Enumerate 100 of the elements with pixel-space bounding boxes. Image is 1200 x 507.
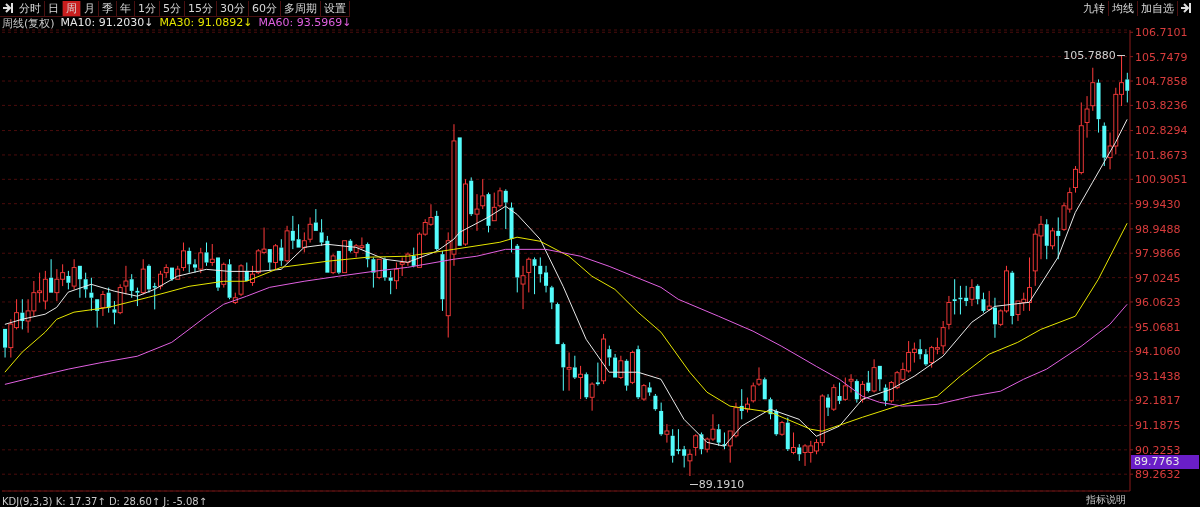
line-series bbox=[4, 222, 1128, 432]
candlestick bbox=[969, 278, 975, 307]
candlestick bbox=[848, 373, 854, 393]
y-tick-label: 103.8236 bbox=[1135, 99, 1188, 113]
candlestick bbox=[877, 365, 882, 392]
text: 月 bbox=[81, 0, 99, 16]
candlestick bbox=[77, 265, 82, 299]
candlestick bbox=[854, 378, 859, 404]
candlestick bbox=[584, 371, 589, 400]
candlestick bbox=[284, 225, 290, 264]
candlestick bbox=[100, 290, 106, 317]
candlestick bbox=[578, 365, 584, 400]
candlestick bbox=[497, 187, 503, 209]
y-tick-label: 99.9430 bbox=[1135, 197, 1181, 211]
candlestick bbox=[89, 277, 94, 312]
candlestick bbox=[682, 445, 687, 468]
candlestick bbox=[313, 208, 318, 231]
text: 日 bbox=[45, 0, 63, 16]
candlestick bbox=[1090, 67, 1096, 112]
candlestick bbox=[595, 362, 600, 387]
candlestick bbox=[779, 420, 785, 437]
candlestick bbox=[307, 216, 313, 244]
candlestick bbox=[209, 243, 215, 267]
candlestick bbox=[613, 353, 618, 378]
candlestick bbox=[618, 355, 624, 380]
candlestick bbox=[1044, 218, 1049, 260]
candlestick bbox=[975, 283, 980, 305]
candlestick bbox=[520, 265, 526, 310]
text: 60分 bbox=[249, 0, 281, 16]
candlestick bbox=[474, 193, 480, 232]
text: 多周期 bbox=[281, 0, 321, 16]
candlestick bbox=[290, 215, 295, 250]
y-tick-label: 106.7101 bbox=[1135, 26, 1188, 40]
candlestick bbox=[515, 243, 520, 293]
candlestick bbox=[664, 423, 670, 444]
candlestick bbox=[653, 393, 658, 412]
line-series bbox=[4, 248, 1128, 407]
candlestick bbox=[624, 358, 629, 392]
candlestick bbox=[279, 238, 284, 267]
candlestick bbox=[146, 263, 151, 294]
text: 30分 bbox=[217, 0, 249, 16]
candlestick bbox=[152, 282, 157, 310]
text: MA30: 91.0892↓ bbox=[159, 16, 253, 31]
candlestick bbox=[342, 240, 348, 274]
y-tick-label: 101.8673 bbox=[1135, 148, 1188, 162]
candlestick bbox=[123, 265, 129, 295]
candlestick bbox=[187, 247, 192, 274]
y-tick-label: 96.0623 bbox=[1135, 295, 1181, 309]
candlestick bbox=[1056, 216, 1061, 260]
candlestick bbox=[797, 443, 802, 462]
text: KDJ(9,3,3) K: 17.37↑ D: 28.60↑ J: -5.08↑ bbox=[2, 496, 208, 507]
candlestick bbox=[1096, 78, 1101, 134]
candlestick bbox=[756, 366, 762, 387]
y-tick-label: 97.9866 bbox=[1135, 247, 1181, 261]
y-tick-label: 100.9051 bbox=[1135, 173, 1188, 187]
candlestick bbox=[964, 285, 969, 307]
candlestick bbox=[503, 188, 508, 230]
candlestick bbox=[923, 348, 928, 367]
candlestick bbox=[837, 382, 842, 405]
candlestick bbox=[296, 223, 301, 248]
text: 加自选 bbox=[1138, 0, 1178, 16]
text: 指标说明 bbox=[1086, 493, 1126, 507]
candlestick bbox=[491, 192, 497, 222]
y-tick-label: 105.7479 bbox=[1135, 50, 1188, 64]
candlestick bbox=[566, 351, 572, 392]
candlestick bbox=[3, 328, 8, 359]
candlestick bbox=[826, 393, 831, 417]
y-tick-label: 104.7858 bbox=[1135, 74, 1188, 88]
candlestick bbox=[532, 256, 537, 295]
candlestick bbox=[687, 448, 693, 477]
candlestick bbox=[469, 176, 474, 217]
y-tick-label: 102.8294 bbox=[1135, 124, 1188, 138]
text: 设置 bbox=[321, 0, 350, 16]
text: MA10: 91.2030↓ bbox=[60, 16, 154, 31]
y-tick-label: 89.2632 bbox=[1135, 468, 1181, 482]
text: 九转 bbox=[1080, 0, 1109, 16]
text: 89.7763 bbox=[1131, 455, 1199, 470]
y-tick-label: 90.2253 bbox=[1135, 443, 1181, 457]
candlestick bbox=[1010, 270, 1015, 325]
candlestick bbox=[192, 258, 197, 274]
candlestick bbox=[659, 402, 664, 437]
y-tick-label: 92.1817 bbox=[1135, 394, 1181, 408]
y-tick-label: 91.1875 bbox=[1135, 419, 1181, 433]
text: 5分 bbox=[160, 0, 185, 16]
annotation: 105.7880 bbox=[1063, 48, 1117, 62]
candlestick bbox=[952, 278, 957, 315]
line-series bbox=[4, 118, 1128, 447]
candlestick bbox=[526, 256, 532, 293]
candlestick bbox=[49, 258, 54, 293]
text: 1分 bbox=[135, 0, 160, 16]
candlestick bbox=[918, 338, 923, 360]
candlestick bbox=[163, 263, 169, 279]
text: 季 bbox=[99, 0, 117, 16]
text: MA60: 93.5969↓ bbox=[258, 16, 352, 31]
annotation: 89.1910 bbox=[697, 477, 745, 491]
candlestick bbox=[457, 137, 462, 246]
candlestick bbox=[336, 250, 341, 275]
candlestick bbox=[330, 253, 336, 275]
legend-title: 周线(复权) bbox=[2, 16, 55, 31]
text: 年 bbox=[117, 0, 135, 16]
